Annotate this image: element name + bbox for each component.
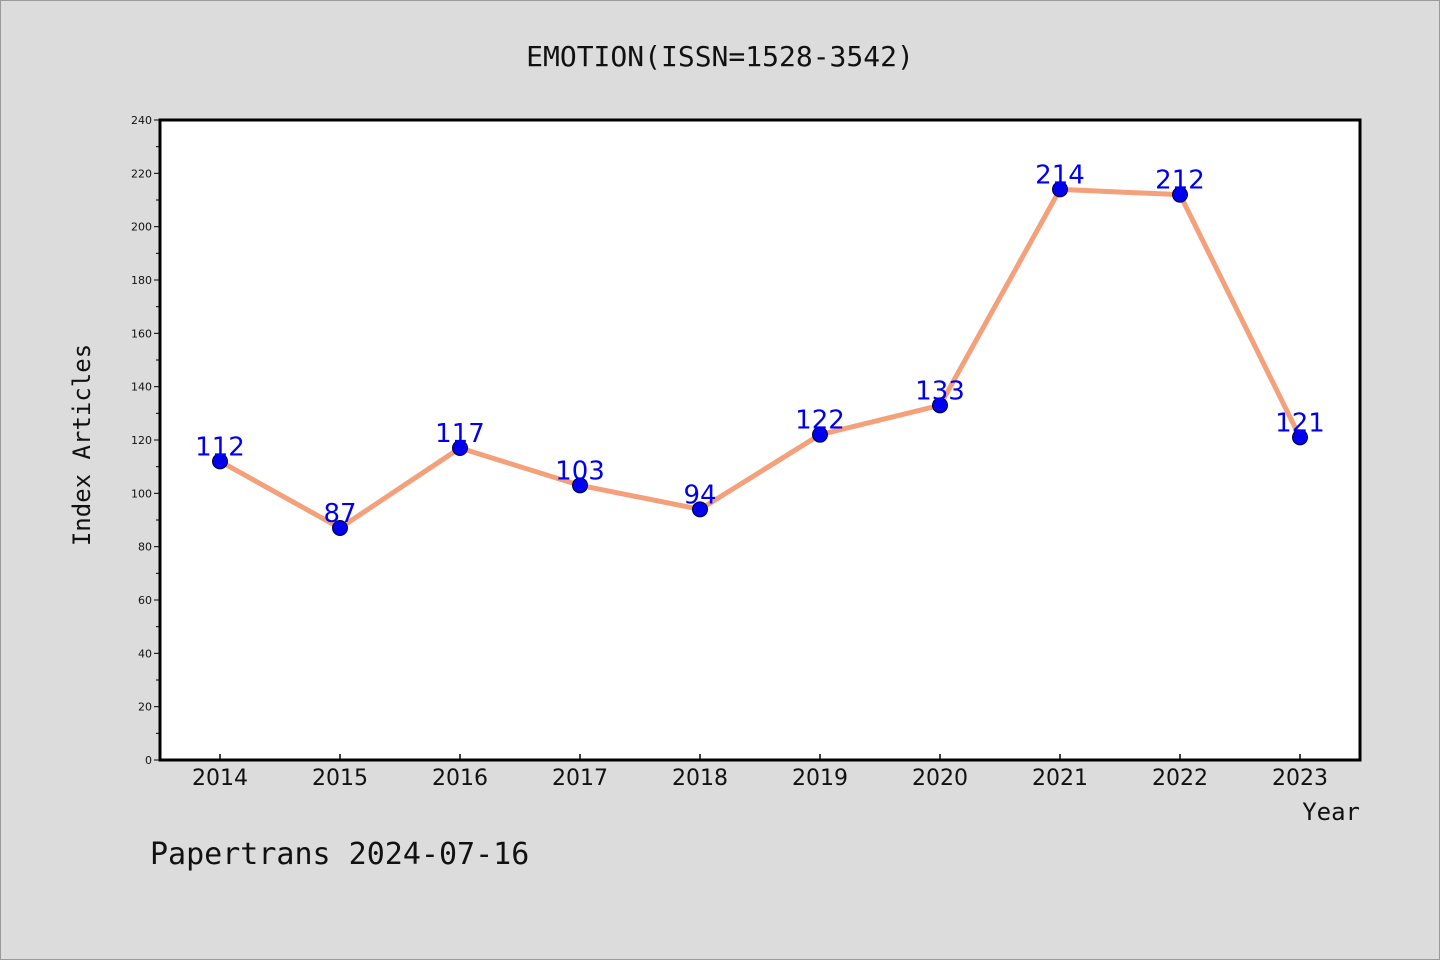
data-label: 94 xyxy=(683,480,716,510)
footer-text: Papertrans 2024-07-16 xyxy=(150,837,529,872)
y-tick-label: 100 xyxy=(131,487,152,500)
y-axis-label: Index Articles xyxy=(68,344,96,546)
x-tick-label: 2018 xyxy=(672,766,728,791)
data-point xyxy=(932,397,948,414)
x-tick-label: 2019 xyxy=(792,766,848,791)
x-axis-label: Year xyxy=(1302,798,1360,826)
data-label: 122 xyxy=(795,406,845,436)
x-tick-label: 2017 xyxy=(552,766,608,791)
data-label: 121 xyxy=(1275,408,1325,438)
x-tick-label: 2020 xyxy=(912,766,968,791)
data-point xyxy=(1292,429,1308,446)
x-tick-label: 2023 xyxy=(1272,766,1328,791)
y-tick-label: 40 xyxy=(138,647,152,660)
y-axis: 0 20 40 60 80 100 120 140 160 180 200 220 240 xyxy=(131,114,160,767)
data-label: 214 xyxy=(1035,160,1085,190)
series-line xyxy=(218,186,1303,531)
y-tick-label: 60 xyxy=(138,594,152,607)
y-tick-label: 220 xyxy=(131,167,152,180)
data-label: 112 xyxy=(195,432,245,462)
x-axis: 2014 2015 2016 2017 2018 2019 2020 2021 2022 2023 xyxy=(192,754,1328,791)
data-point xyxy=(332,520,348,536)
y-tick-label: 240 xyxy=(131,114,152,127)
x-tick-label: 2016 xyxy=(432,766,488,791)
data-label: 212 xyxy=(1155,166,1205,196)
plot-area xyxy=(158,118,1362,762)
y-tick-label: 140 xyxy=(131,381,152,394)
x-tick-label: 2015 xyxy=(312,766,368,791)
x-tick-label: 2014 xyxy=(192,766,248,791)
data-points xyxy=(212,181,1308,536)
data-label: 87 xyxy=(323,499,356,529)
y-tick-label: 20 xyxy=(138,701,152,714)
x-tick-label: 2021 xyxy=(1032,766,1088,791)
data-label: 103 xyxy=(555,456,605,486)
data-label: 117 xyxy=(435,419,485,449)
data-point xyxy=(572,477,588,494)
y-tick-label: 180 xyxy=(131,274,152,287)
y-tick-label: 0 xyxy=(145,754,152,767)
data-point xyxy=(1052,181,1068,198)
data-labels: 112 87 117 103 94 122 133 214 212 121 xyxy=(195,160,1325,529)
chart-title: EMOTION(ISSN=1528-3542) xyxy=(526,40,914,73)
data-point xyxy=(1172,186,1188,203)
y-tick-label: 200 xyxy=(131,221,152,234)
data-point xyxy=(812,426,828,443)
y-tick-label: 120 xyxy=(131,434,152,447)
y-tick-label: 160 xyxy=(131,327,152,340)
data-point xyxy=(692,501,708,518)
data-label: 133 xyxy=(915,376,965,406)
y-tick-label: 80 xyxy=(138,541,152,554)
x-tick-label: 2022 xyxy=(1152,766,1208,791)
data-point xyxy=(452,440,468,456)
data-point xyxy=(212,453,228,470)
